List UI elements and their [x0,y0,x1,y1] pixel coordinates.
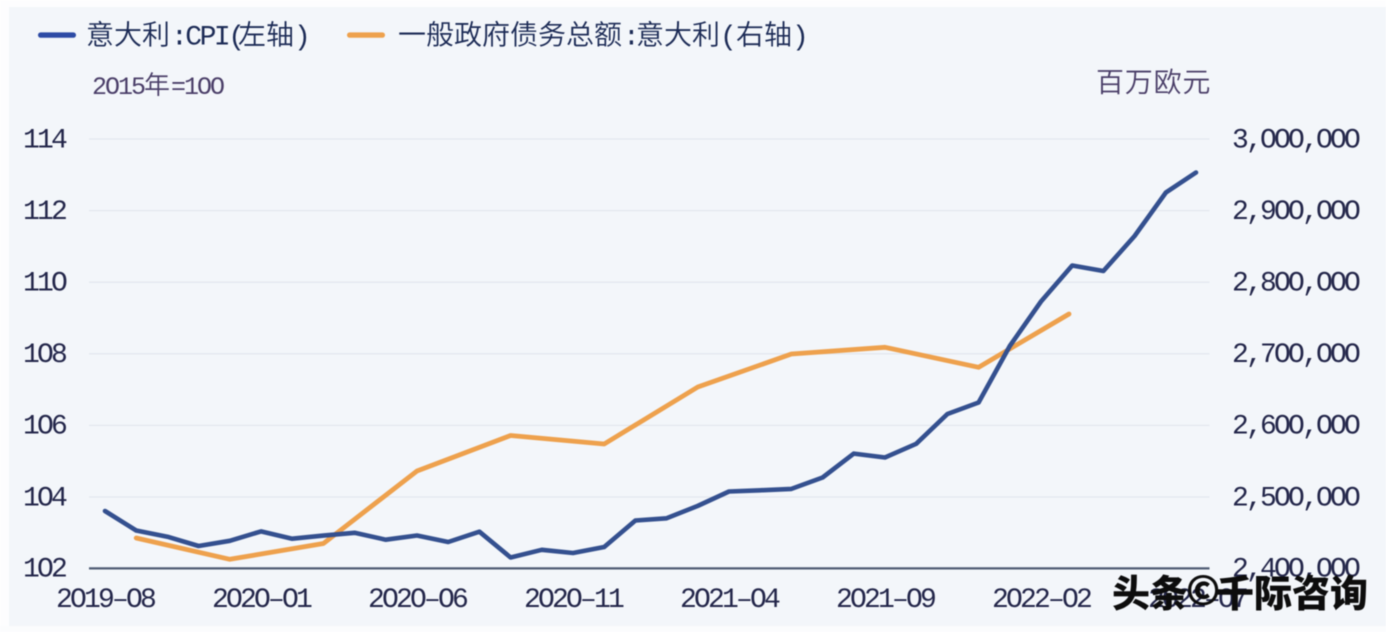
svg-text:1O6: 1O6 [23,412,66,443]
svg-text:3,OOO,OOO: 3,OOO,OOO [1232,125,1360,156]
svg-text:2,8OO,OOO: 2,8OO,OOO [1232,269,1360,300]
svg-text::CPI(: :CPI( [171,23,243,54]
svg-text:): ) [294,23,311,54]
svg-text:2O21–O4: 2O21–O4 [680,585,780,616]
svg-text:112: 112 [23,197,66,228]
svg-text:2,7OO,OOO: 2,7OO,OOO [1232,340,1360,371]
svg-text:2O2O–O6: 2O2O–O6 [368,585,467,616]
svg-text:1O4: 1O4 [23,483,67,514]
svg-text:114: 114 [23,125,67,156]
svg-text:(: ( [720,23,737,54]
svg-text:2O15: 2O15 [92,73,145,102]
svg-text:): ) [792,23,809,54]
svg-text:2,9OO,OOO: 2,9OO,OOO [1232,197,1360,228]
svg-text:1O8: 1O8 [23,340,66,371]
svg-text:2O2O–O1: 2O2O–O1 [212,585,312,616]
svg-text:2,6OO,OOO: 2,6OO,OOO [1232,412,1360,443]
svg-text:2O2O–11: 2O2O–11 [524,585,624,616]
svg-text:2O19–O8: 2O19–O8 [56,585,155,616]
svg-text::: : [623,23,640,54]
svg-text:2O21–O9: 2O21–O9 [836,585,935,616]
svg-text:1O2: 1O2 [23,555,66,586]
svg-text:=1OO: =1OO [171,73,224,102]
svg-text:11O: 11O [23,269,67,300]
svg-text:2,5OO,OOO: 2,5OO,OOO [1232,483,1360,514]
svg-text:2O22–O2: 2O22–O2 [992,585,1091,616]
